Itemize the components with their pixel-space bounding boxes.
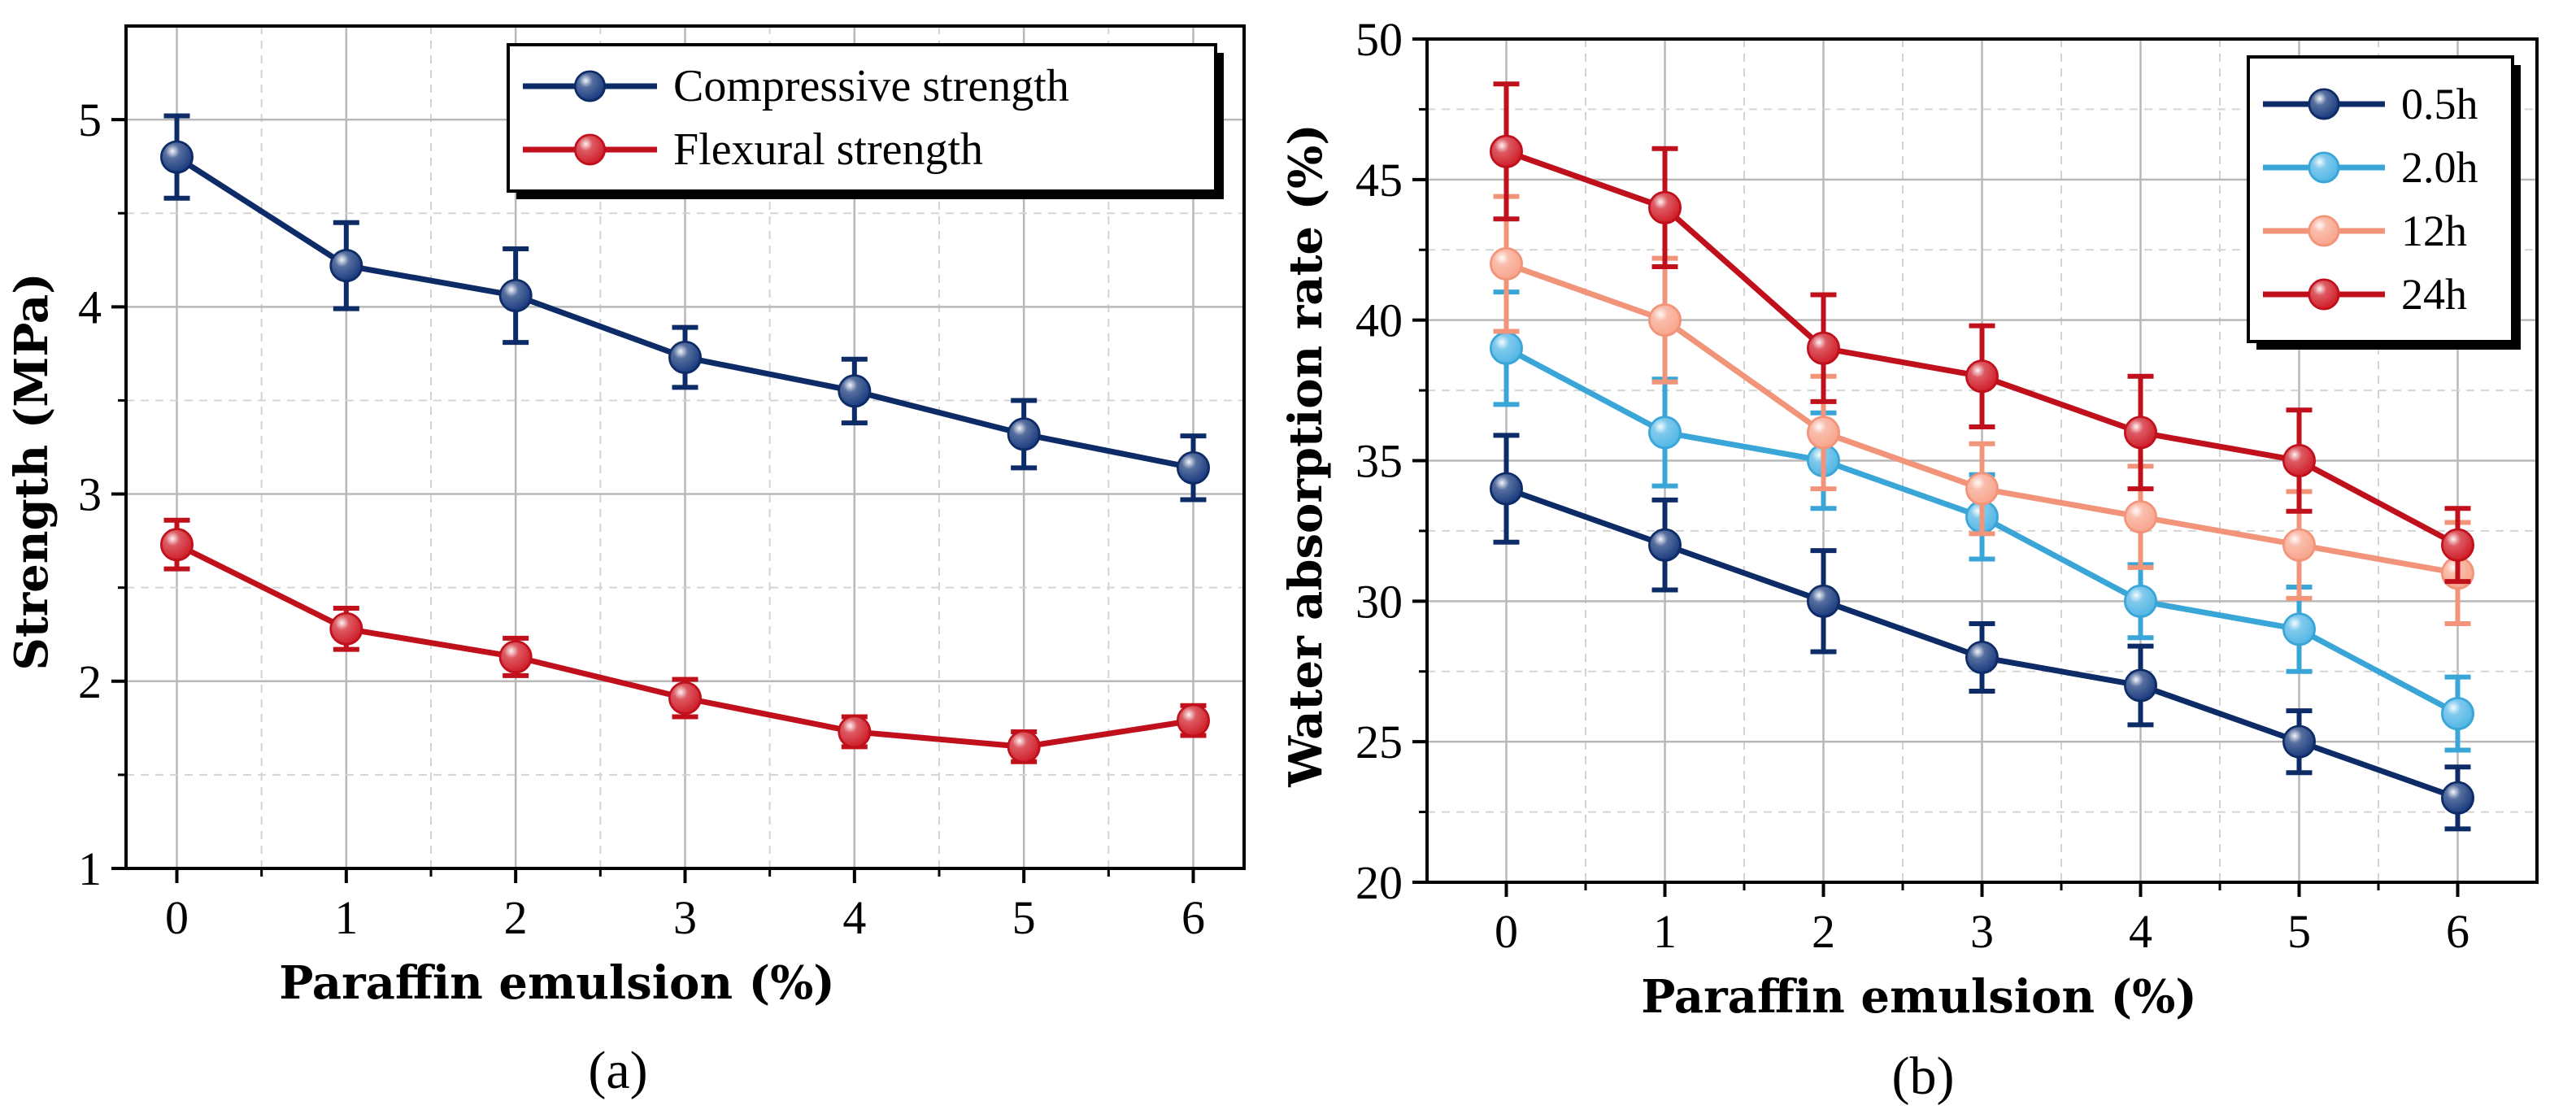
panel-b-series-1-point-4 (2124, 584, 2157, 618)
panel-b-series-2-point-1 (1648, 303, 1682, 337)
panel-b-series-3 (1490, 81, 2474, 585)
panel-a-series-0-point-5 (1007, 417, 1041, 451)
panel-b-x-tick-label-4: 4 (2129, 905, 2152, 958)
panel-a-series-1-point-1 (329, 611, 363, 646)
panel-b-x-tick-label-1: 1 (1653, 905, 1677, 958)
panel-b-series-0-point-6 (2441, 781, 2474, 815)
panel-b-series-0 (1490, 433, 2474, 832)
panel-b-legend-label-2: 12h (2401, 207, 2467, 255)
panel-b-y-tick-label-0: 20 (1355, 856, 1403, 909)
panel-a-series-0 (160, 113, 1210, 503)
panel-b-ticks (1412, 37, 2460, 897)
panel-a-legend-item-0: Compressive strength (523, 61, 1069, 111)
panel-a-x-tick-label-1: 1 (334, 891, 358, 944)
panel-b-legend-label-0: 0.5h (2401, 80, 2478, 128)
panel-b-legend-label-1: 2.0h (2401, 143, 2478, 192)
panel-b-legend-label-3: 24h (2401, 270, 2467, 319)
panel-b-series-3-point-0 (1490, 134, 1523, 168)
panel-b-series-0-point-2 (1807, 584, 1840, 618)
panel-b-series-1-point-1 (1648, 416, 1682, 450)
panel-b-y-axis-title: Water absorption rate (%) (1279, 124, 1333, 787)
panel-b-series-3-point-3 (1965, 359, 1999, 394)
panel-a-series-1 (160, 517, 1210, 764)
panel-a-series-0-point-1 (329, 249, 363, 283)
panel-a-y-tick-label-4: 5 (78, 94, 102, 146)
panel-b-series-0-point-3 (1965, 640, 1999, 674)
panel-b-series-3-point-4 (2124, 416, 2157, 450)
panel-a-x-tick-label-3: 3 (673, 891, 697, 944)
panel-b-series-1-point-0 (1490, 331, 1523, 365)
chart-panel-a: 0 1 2 3 4 5 6 1 2 3 4 5 Paraffin emulsion (%) Stren… (5, 24, 1246, 1100)
panel-b-legend: 0.5h 2.0h 12h 24h (2247, 55, 2521, 350)
panel-b-series-1-point-6 (2441, 697, 2474, 731)
panel-a-series-0-point-2 (498, 279, 533, 313)
panel-a-legend-label-1: Flexural strength (673, 124, 983, 175)
panel-b-series-2-point-5 (2282, 528, 2316, 562)
panel-a-ticks (111, 118, 1195, 883)
panel-a-y-tick-label-0: 1 (78, 842, 102, 895)
panel-a-series-0-point-6 (1177, 450, 1210, 485)
panel-a-caption: (a) (588, 1041, 647, 1100)
panel-b-series-1-point-5 (2282, 612, 2316, 646)
panel-a-y-tick-label-2: 3 (78, 468, 102, 521)
panel-b-series (1490, 81, 2474, 832)
panel-a-y-tick-label-3: 4 (78, 281, 102, 333)
panel-b-series-3-point-5 (2282, 444, 2316, 477)
panel-b-legend-item-1: 2.0h (2263, 143, 2478, 192)
panel-b-x-tick-label-5: 5 (2287, 905, 2311, 958)
panel-a-series-0-point-0 (160, 140, 194, 174)
panel-b-series-2-point-0 (1490, 247, 1523, 281)
panel-a-series (160, 113, 1210, 764)
panel-b-series-0-point-5 (2282, 725, 2316, 759)
panel-b-x-axis-title: Paraffin emulsion (%) (1641, 970, 2197, 1024)
panel-b-series-0-point-4 (2124, 668, 2157, 703)
panel-b-series-0-point-0 (1490, 472, 1523, 506)
panel-b-y-tick-label-6: 50 (1355, 13, 1403, 66)
panel-b-legend-item-0: 0.5h (2263, 80, 2478, 128)
panel-a-series-1-point-6 (1177, 703, 1210, 738)
panel-a-x-tick-label-6: 6 (1181, 891, 1205, 944)
panel-b-series-0-point-1 (1648, 528, 1682, 562)
panel-a-x-tick-label-4: 4 (842, 891, 866, 944)
panel-a-x-tick-label-5: 5 (1012, 891, 1036, 944)
panel-a-legend-item-1: Flexural strength (523, 124, 983, 175)
panel-b-y-tick-label-3: 35 (1355, 435, 1403, 488)
panel-a-series-1-point-2 (498, 640, 533, 674)
panel-b-legend-item-2: 12h (2263, 207, 2467, 255)
panel-b-series-3-point-2 (1807, 331, 1840, 365)
panel-b-y-tick-label-2: 30 (1355, 575, 1403, 628)
panel-b-series-2-point-4 (2124, 500, 2157, 534)
panel-b-caption: (b) (1892, 1047, 1955, 1106)
panel-b-series-3-point-6 (2441, 528, 2474, 562)
panel-b-legend-item-3: 24h (2263, 270, 2467, 319)
panel-a-x-axis-title: Paraffin emulsion (%) (279, 956, 835, 1010)
panel-b-x-tick-label-0: 0 (1495, 905, 1518, 958)
panel-a-y-tick-label-1: 2 (78, 655, 102, 708)
panel-a-series-1-point-0 (160, 528, 194, 562)
panel-a-series-0-point-3 (668, 340, 702, 374)
panel-a-x-tick-label-0: 0 (165, 891, 189, 944)
panel-a-legend-label-0: Compressive strength (673, 61, 1069, 111)
panel-b-x-tick-label-6: 6 (2446, 905, 2469, 958)
panel-a-series-0-point-4 (838, 374, 872, 408)
panel-a-tick-labels: 0 1 2 3 4 5 6 1 2 3 4 5 (78, 94, 1205, 944)
panel-b-y-tick-label-1: 25 (1355, 716, 1403, 768)
panel-b-series-2-point-2 (1807, 416, 1840, 450)
panel-a-series-1-point-3 (668, 681, 702, 715)
panel-b-y-tick-label-5: 45 (1355, 154, 1403, 207)
panel-a-legend: Compressive strength Flexural strength (507, 43, 1224, 199)
panel-b-series-3-point-1 (1648, 190, 1682, 224)
panel-b-x-tick-label-3: 3 (1970, 905, 1994, 958)
panel-a-y-axis-title: Strength (MPa) (5, 272, 59, 670)
panel-a-x-tick-label-2: 2 (504, 891, 528, 944)
panel-b-series-2-point-3 (1965, 472, 1999, 506)
panel-a-series-1-point-4 (838, 715, 872, 749)
panel-b-y-tick-label-4: 40 (1355, 294, 1403, 347)
panel-a-legend-box (507, 43, 1217, 193)
panel-a-series-1-point-5 (1007, 729, 1041, 764)
panel-b-x-tick-label-2: 2 (1812, 905, 1835, 958)
